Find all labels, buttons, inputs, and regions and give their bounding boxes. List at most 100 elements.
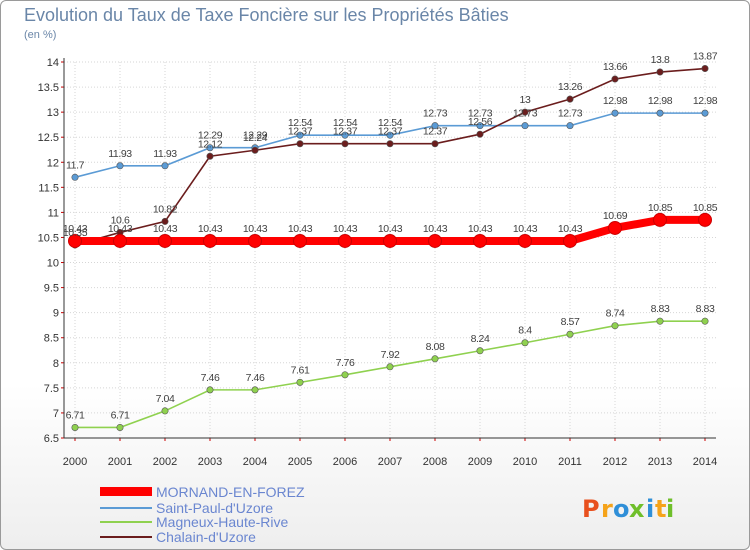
data-label: 13.87 <box>693 51 718 63</box>
data-point <box>293 233 307 248</box>
data-labels: 10.43 10.43 10.43 10.43 10.43 10.43 10.43 10.43… <box>63 51 718 422</box>
x-tick-label: 2002 <box>153 456 177 468</box>
x-tick-label: 2011 <box>558 456 582 468</box>
y-tick-label: 10 <box>47 258 59 270</box>
data-label: 8.83 <box>696 303 715 315</box>
x-tick-label: 2003 <box>198 456 222 468</box>
data-point <box>116 423 124 431</box>
data-label: 13 <box>520 94 531 106</box>
data-point <box>566 95 574 103</box>
data-label: 13.8 <box>651 54 670 66</box>
data-label: 7.92 <box>381 349 400 361</box>
data-label: 12.98 <box>693 95 718 107</box>
x-tick-label: 2004 <box>243 456 267 468</box>
data-label: 13.66 <box>603 61 628 73</box>
data-point <box>476 122 484 130</box>
data-label: 10.6 <box>111 214 130 226</box>
data-label: 6.71 <box>111 409 130 421</box>
data-point <box>656 109 664 117</box>
data-label: 10.43 <box>63 223 88 235</box>
data-point <box>386 131 394 139</box>
data-label: 10.43 <box>513 223 538 235</box>
y-tick-label: 7.5 <box>44 383 59 395</box>
data-point <box>206 386 214 394</box>
data-label: 12.73 <box>423 108 448 120</box>
data-point <box>611 109 619 117</box>
data-label: 12.37 <box>288 126 313 138</box>
data-point <box>206 152 214 160</box>
data-point <box>521 339 529 347</box>
data-label: 6.71 <box>66 409 85 421</box>
data-point <box>653 212 667 227</box>
x-tick-label: 2010 <box>513 456 537 468</box>
axes: 6.5 7 7.5 8 8.5 9 9.5 10 10.5 11 11.5 12 12.5 13 13.5 1… <box>38 57 718 468</box>
data-point <box>431 122 439 130</box>
data-label: 10.43 <box>468 223 493 235</box>
y-tick-label: 6.5 <box>44 433 59 445</box>
data-point <box>71 423 79 431</box>
y-tick-label: 12.5 <box>38 132 59 144</box>
legend-label: Magneux-Haute-Rive <box>156 514 288 530</box>
x-tick-label: 2001 <box>108 456 132 468</box>
data-point <box>386 140 394 148</box>
y-tick-label: 7 <box>53 408 59 420</box>
data-label: 10.43 <box>198 223 223 235</box>
data-point <box>566 122 574 130</box>
data-point <box>158 233 172 248</box>
legend: MORNAND-EN-FOREZSaint-Paul-d'UzoreMagneu… <box>100 484 305 545</box>
data-point <box>161 217 169 225</box>
data-point <box>521 122 529 130</box>
data-point <box>296 378 304 386</box>
data-point <box>566 330 574 338</box>
data-point <box>203 233 217 248</box>
data-label: 10.85 <box>693 202 718 214</box>
data-label: 11.93 <box>153 148 177 160</box>
data-point <box>251 386 259 394</box>
data-label: 10.43 <box>108 223 133 235</box>
data-point <box>248 233 262 248</box>
data-point <box>116 162 124 170</box>
data-point <box>383 233 397 248</box>
data-label: 10.43 <box>378 223 403 235</box>
legend-label: Saint-Paul-d'Uzore <box>156 500 273 516</box>
data-point <box>476 347 484 355</box>
y-tick-label: 8.5 <box>44 333 59 345</box>
data-point <box>698 212 712 227</box>
data-point <box>161 407 169 415</box>
data-point <box>338 233 352 248</box>
data-label: 8.08 <box>426 341 445 353</box>
data-point <box>656 317 664 325</box>
data-label: 8.4 <box>518 325 532 337</box>
data-label: 8.74 <box>606 308 625 320</box>
data-point <box>161 162 169 170</box>
data-label: 8.57 <box>561 316 580 328</box>
data-point <box>431 140 439 148</box>
data-label: 7.04 <box>156 393 175 405</box>
data-label: 12.98 <box>648 95 673 107</box>
y-tick-label: 12 <box>47 157 59 169</box>
y-tick-label: 11 <box>48 207 59 219</box>
data-point <box>656 68 664 76</box>
data-point <box>563 233 577 248</box>
data-label: 12.37 <box>378 126 403 138</box>
data-label: 12.73 <box>468 108 493 120</box>
data-label: 10.43 <box>423 223 448 235</box>
data-label: 12.29 <box>243 130 268 142</box>
data-label: 10.43 <box>558 223 583 235</box>
data-point <box>701 109 709 117</box>
logo-letter: r <box>601 495 613 523</box>
legend-swatch <box>100 487 152 496</box>
y-tick-label: 10.5 <box>38 232 59 244</box>
data-label: 7.76 <box>336 357 355 369</box>
data-label: 10.43 <box>153 223 178 235</box>
data-point <box>251 146 259 154</box>
data-label: 8.83 <box>651 303 670 315</box>
data-label: 12.73 <box>513 108 538 120</box>
data-label: 10.43 <box>288 223 313 235</box>
data-label: 12.54 <box>288 117 313 129</box>
y-tick-label: 14 <box>47 57 59 69</box>
data-point <box>473 233 487 248</box>
data-label: 12.24 <box>243 132 268 144</box>
